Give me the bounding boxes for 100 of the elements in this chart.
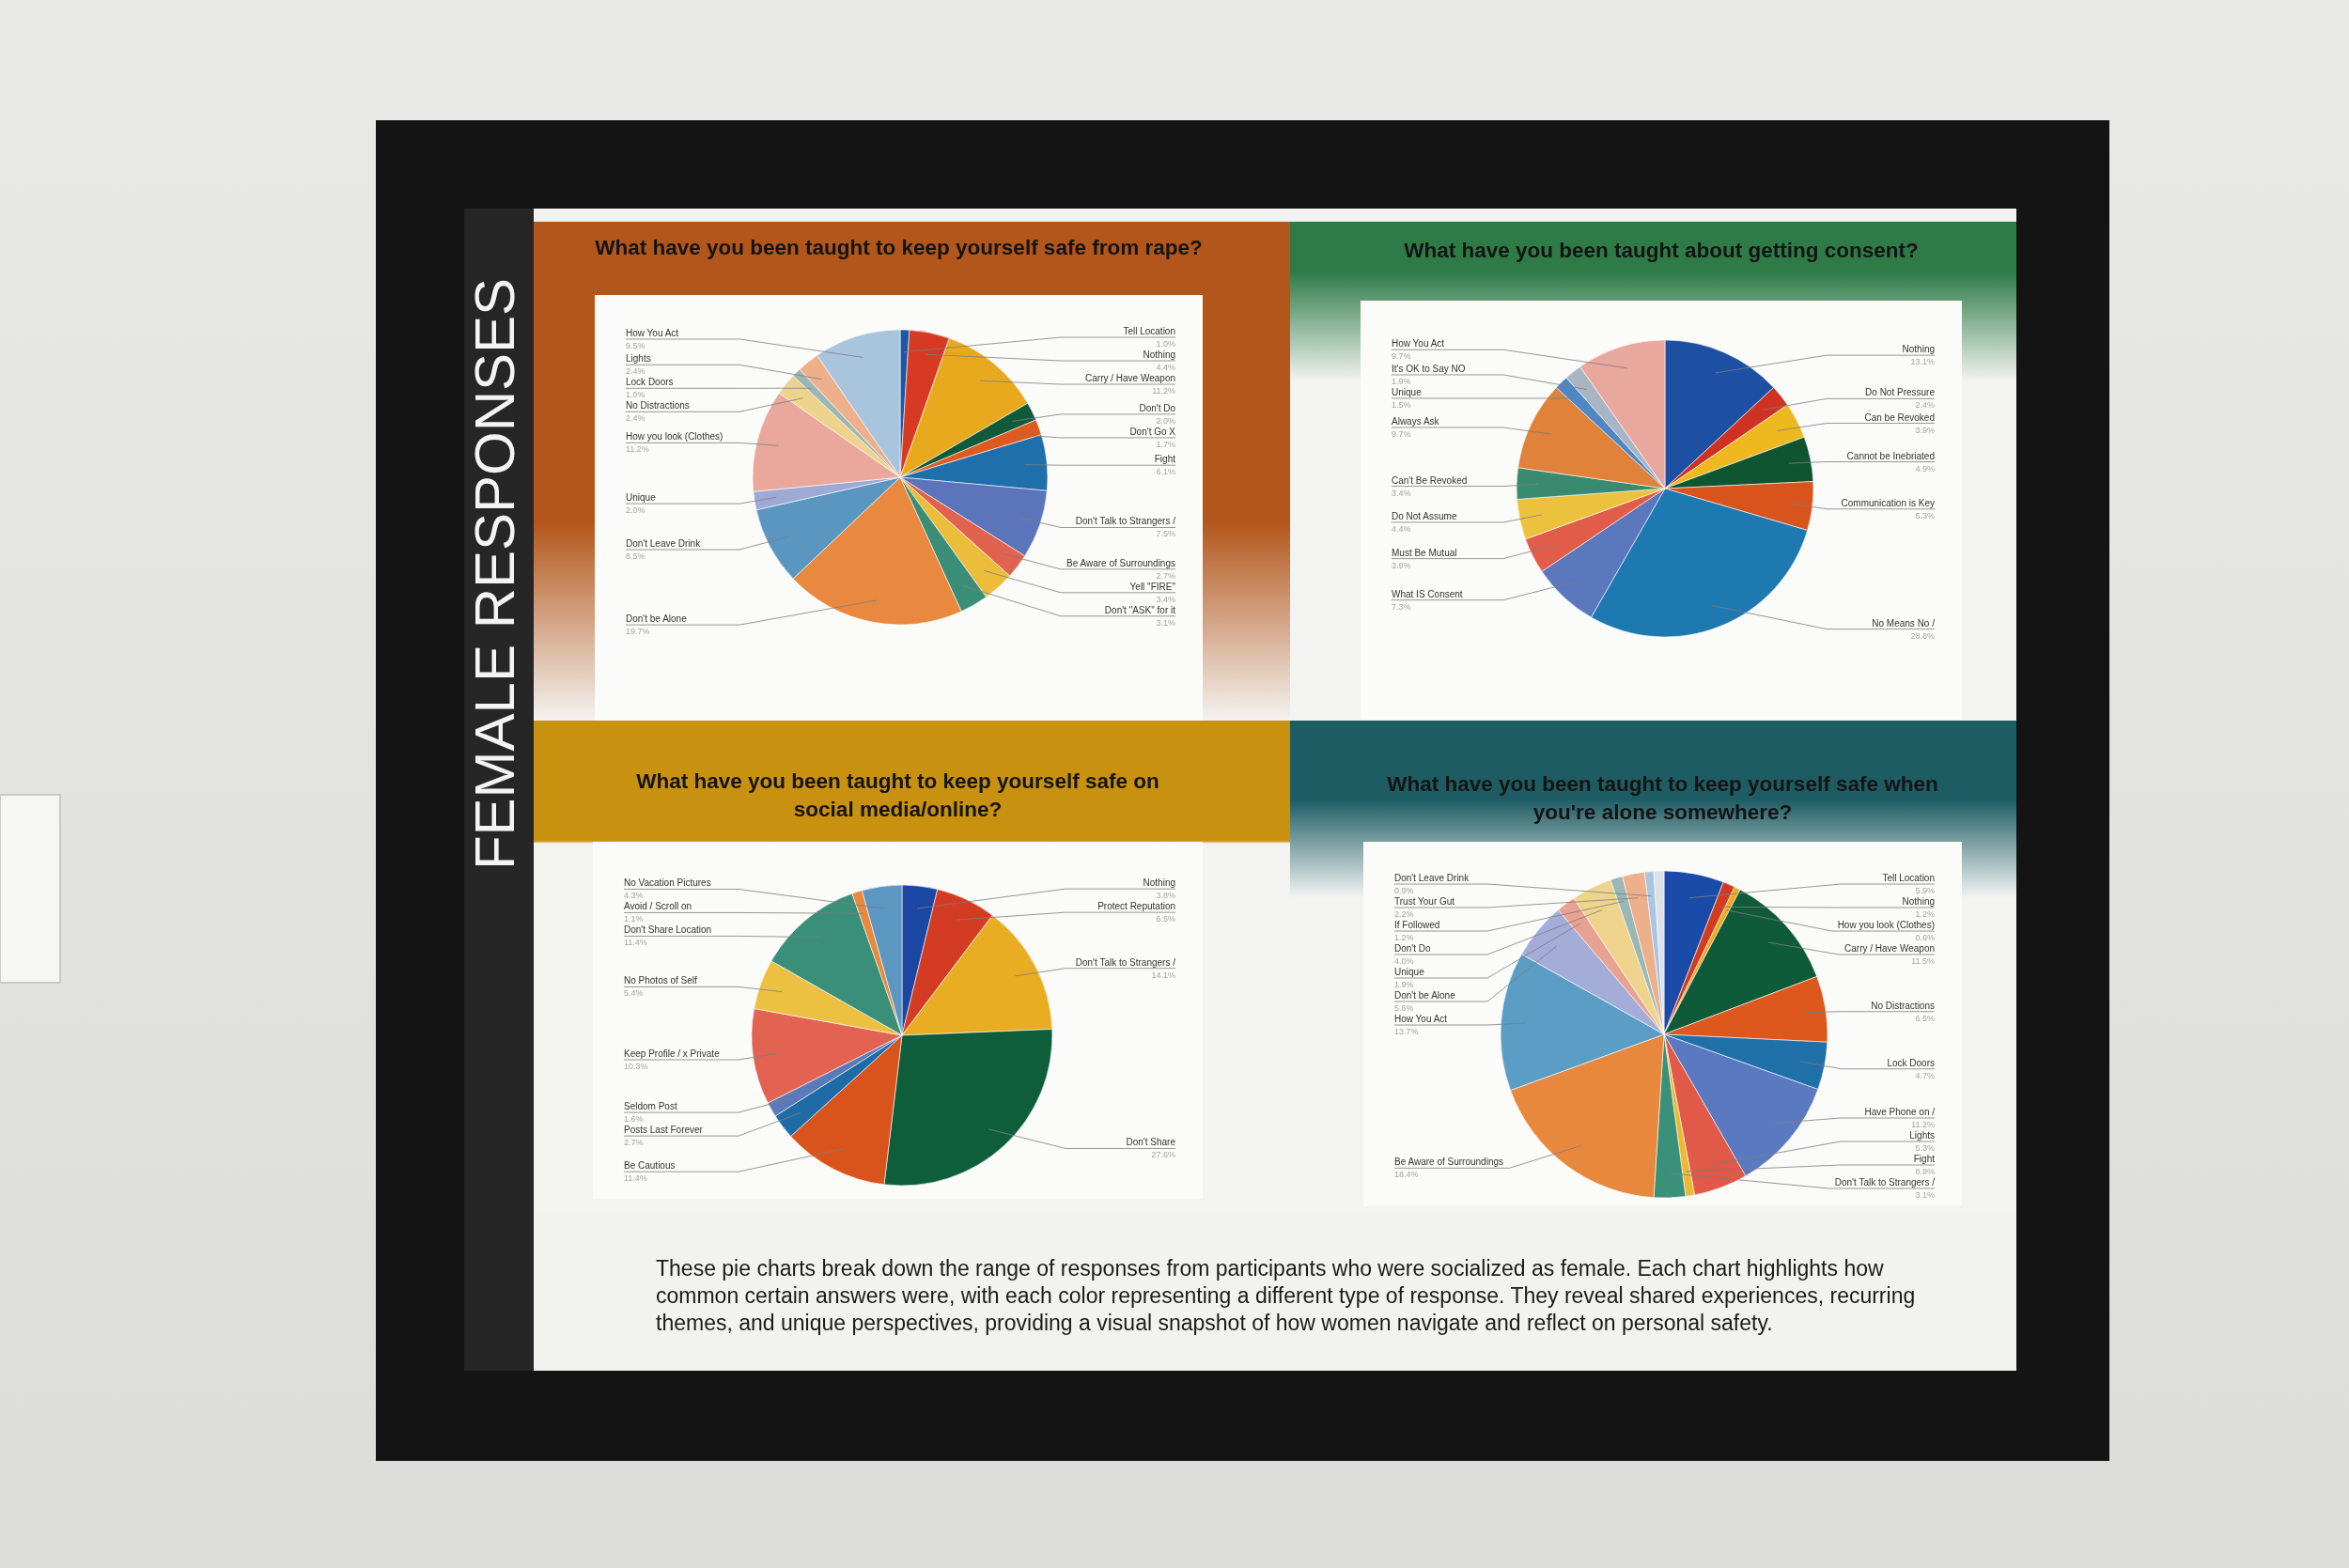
slice-label: Don't Talk to Strangers /: [1075, 956, 1176, 968]
text: These pie charts break down the range of responses from participants who were socialized as female. Each chart highlights how common certain answers were, with each color representing a different type of response. They reveal shared experiences, recurring themes, and unique perspectives, providing a visual snapshot of how women navigate and reflect on personal safety.: [656, 1256, 1916, 1335]
data-label: 0.6%: [1915, 933, 1935, 942]
slice-label: If Followed: [1394, 920, 1440, 930]
data-label: 3.1%: [1156, 617, 1175, 628]
chart-title: What have you been taught to keep yourself safe when you're alone somewhere?: [1387, 772, 1938, 824]
slice-label: Don't Do: [1139, 402, 1176, 413]
slice-label: It's OK to Say NO: [1392, 363, 1466, 374]
slice-label: Don't Leave Drink: [1394, 873, 1470, 883]
data-label: 9.7%: [1392, 351, 1411, 362]
slice-label: Unique: [626, 492, 657, 504]
slice-label: Trust Your Gut: [1394, 896, 1455, 907]
slice-label: Can be Revoked: [1864, 411, 1935, 423]
data-label: 2.0%: [626, 505, 646, 516]
data-label: 5.6%: [1394, 1003, 1414, 1013]
data-label: 5.9%: [1915, 886, 1935, 895]
slice-label: Nothing: [1143, 349, 1175, 360]
data-label: 27.6%: [1151, 1150, 1175, 1160]
slice-label: How You Act: [1392, 338, 1445, 349]
slice-label: No Distractions: [1871, 1000, 1935, 1011]
slice-label: What IS Consent: [1392, 588, 1463, 599]
data-label: 1.0%: [626, 390, 646, 400]
data-label: 4.4%: [1156, 363, 1175, 372]
slice-label: Always Ask: [1392, 415, 1440, 427]
data-label: 7.3%: [1392, 601, 1411, 612]
slice-label: No Photos of Self: [624, 975, 698, 986]
data-label: 11.4%: [624, 938, 647, 948]
slice-label: Don't Share Location: [624, 924, 712, 936]
data-label: 2.4%: [1915, 400, 1935, 411]
slice-label: Fight: [1913, 1154, 1936, 1164]
data-label: 3.9%: [1915, 425, 1935, 435]
slice-label: Lights: [1909, 1130, 1935, 1141]
data-label: 11.2%: [626, 444, 649, 455]
slice-label: Don't be Alone: [626, 613, 688, 625]
data-label: 2.4%: [626, 366, 646, 377]
slice-label: Yell "FIRE": [1129, 581, 1176, 592]
slice-label: No Distractions: [626, 400, 690, 411]
slice-label: How You Act: [1394, 1014, 1448, 1024]
data-label: 6.5%: [1156, 914, 1175, 924]
data-label: 1.5%: [1392, 399, 1411, 410]
data-label: 1.0%: [1156, 339, 1175, 349]
data-label: 3.9%: [1392, 560, 1411, 570]
data-label: 19.7%: [626, 627, 650, 637]
chart-title: What have you been taught to keep yourself safe from rape?: [595, 236, 1203, 259]
slice-label: Be Aware of Surroundings: [1066, 557, 1175, 568]
slice-label: Don't Share: [1126, 1137, 1176, 1148]
slice-label: Carry / Have Weapon: [1844, 943, 1935, 954]
data-label: 4.9%: [1915, 463, 1935, 474]
data-label: 2.7%: [1156, 570, 1175, 581]
slice-label: How You Act: [626, 327, 679, 338]
data-label: 1.1%: [624, 914, 644, 924]
slice-label: Don't Go X: [1129, 426, 1176, 437]
data-label: 1.6%: [624, 1114, 644, 1125]
slice-label: Nothing: [1902, 896, 1935, 907]
data-label: 1.9%: [1394, 980, 1414, 989]
slice-label: Communication is Key: [1841, 497, 1935, 508]
slice-label: Must Be Mutual: [1392, 547, 1457, 558]
slice-label: Lock Doors: [626, 377, 674, 388]
data-label: 0.9%: [1394, 886, 1414, 895]
slice-label: Have Phone on /: [1864, 1107, 1936, 1117]
data-label: 5.4%: [624, 988, 644, 999]
data-label: 3.4%: [1392, 488, 1411, 498]
slice-label: Unique: [1394, 967, 1425, 977]
slice-label: Protect Reputation: [1097, 901, 1175, 912]
slice-label: Don't be Alone: [1394, 990, 1456, 1001]
data-label: 2.0%: [1156, 415, 1175, 426]
slice-label: Don't "ASK" for it: [1104, 604, 1176, 615]
data-label: 4.7%: [1915, 1070, 1935, 1080]
slice-label: Posts Last Forever: [624, 1125, 704, 1136]
slice-label: Avoid / Scroll on: [624, 901, 692, 912]
data-label: 7.5%: [1156, 529, 1175, 539]
data-label: 9.5%: [626, 340, 646, 350]
data-label: 1.2%: [1915, 909, 1935, 919]
data-label: 14.1%: [1151, 970, 1175, 980]
slice-label: Don't Talk to Strangers /: [1075, 516, 1176, 527]
data-label: 4.0%: [1394, 956, 1414, 966]
data-label: 4.3%: [624, 891, 644, 901]
text: FEMALE RESPONSES: [463, 277, 526, 871]
slice-label: Do Not Pressure: [1865, 387, 1936, 398]
data-label: 9.7%: [1392, 428, 1411, 439]
data-label: 3.4%: [1156, 594, 1175, 604]
data-label: 11.2%: [1152, 386, 1175, 396]
slice-label: How you look (Clothes): [1837, 920, 1935, 930]
slice-label: Do Not Assume: [1392, 510, 1457, 521]
slice-label: Lock Doors: [1887, 1057, 1935, 1068]
slice-label: No Vacation Pictures: [624, 877, 711, 889]
chart-title: What have you been taught to keep yourself safe on social media/online?: [636, 769, 1159, 821]
slice-label: How you look (Clothes): [626, 431, 723, 442]
slice-label: Be Aware of Surroundings: [1394, 1157, 1504, 1168]
slice-label: Don't Talk to Strangers /: [1834, 1177, 1936, 1188]
data-label: 2.7%: [624, 1138, 644, 1148]
slice-label: Keep Profile / x Private: [624, 1048, 721, 1059]
data-label: 28.8%: [1910, 630, 1935, 641]
data-label: 1.9%: [1392, 376, 1411, 386]
data-label: 11.4%: [624, 1173, 647, 1184]
data-label: 10.3%: [624, 1062, 648, 1071]
data-label: 5.3%: [1915, 1143, 1935, 1153]
data-label: 6.5%: [1915, 1013, 1935, 1023]
data-label: 13.1%: [1910, 357, 1935, 367]
slice-label: Can't Be Revoked: [1392, 474, 1468, 486]
